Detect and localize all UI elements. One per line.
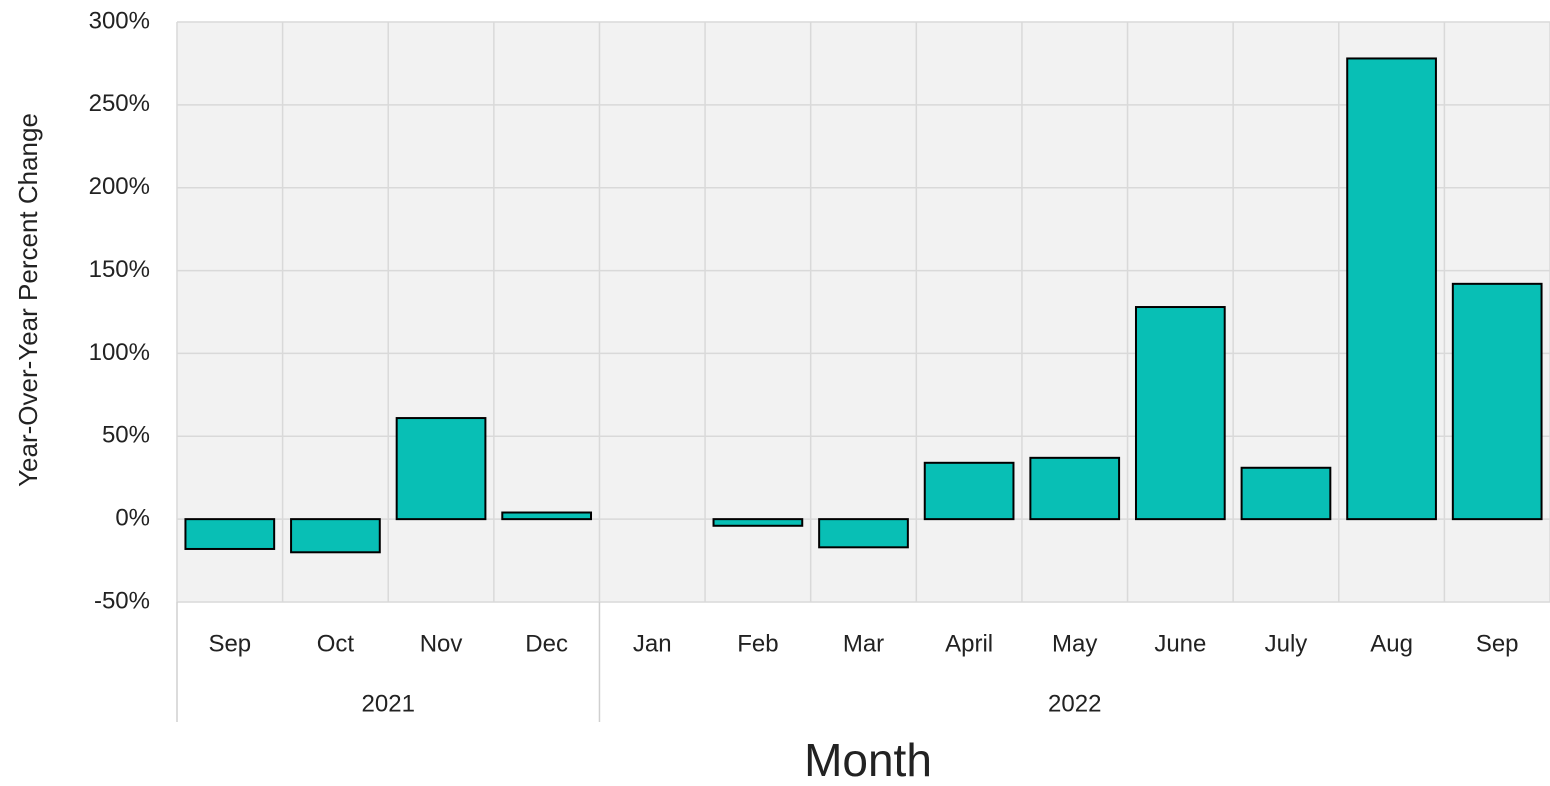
y-tick-label: 150% [89,256,150,283]
bar [1029,456,1121,521]
y-tick-label: 300% [89,7,150,34]
x-tick-label: Dec [525,630,568,657]
x-tick-label: Sep [1476,630,1519,657]
y-tick-label: 100% [89,339,150,366]
bar [923,461,1015,521]
group-label: 2021 [362,690,415,717]
x-tick-label: Feb [737,630,778,657]
group-label: 2022 [1048,690,1101,717]
bar [1451,282,1543,521]
y-tick-label: 50% [102,422,150,449]
x-tick-label: July [1265,630,1308,657]
bar [1240,466,1332,521]
x-tick-label: Oct [317,630,355,657]
y-axis-title: Year-Over-Year Percent Change [13,113,43,487]
x-tick-label: April [945,630,993,657]
y-tick-label: 200% [89,173,150,200]
y-tick-label: 250% [89,90,150,117]
y-tick-label: 0% [115,504,150,531]
bar [712,518,804,527]
bar [184,518,276,550]
bar [290,518,381,554]
x-tick-label: Nov [420,630,463,657]
x-tick-label: Sep [208,630,251,657]
bar [818,518,909,549]
bar [1134,306,1226,521]
bar [395,417,487,521]
x-tick-label: Jan [633,630,672,657]
x-tick-label: Aug [1370,630,1413,657]
bar [1346,57,1437,521]
bar [501,511,593,521]
x-axis-title: Month [804,734,932,786]
x-tick-label: May [1052,630,1097,657]
x-tick-label: June [1154,630,1206,657]
x-tick-label: Mar [843,630,884,657]
y-tick-label: -50% [94,587,150,614]
plot-area [177,22,1550,602]
